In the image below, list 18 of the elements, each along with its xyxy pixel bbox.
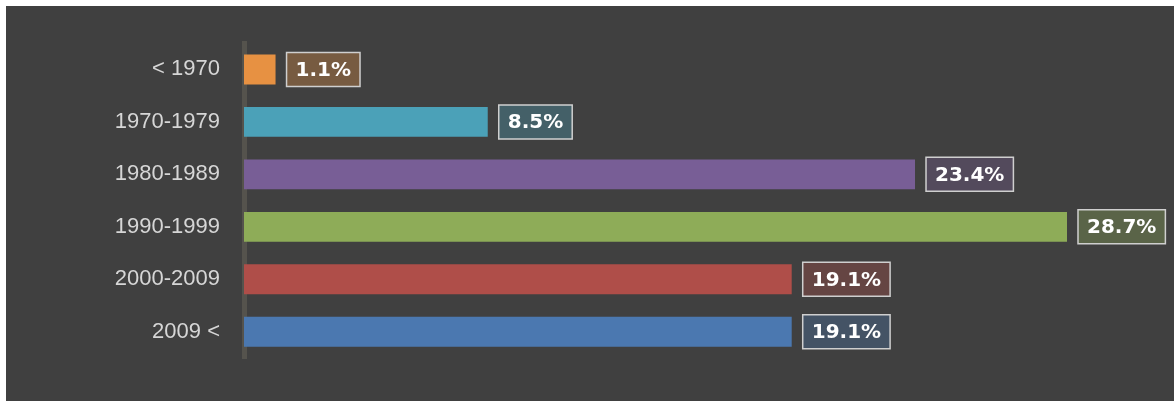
- y-tick-label: 1970-1979: [114, 107, 220, 133]
- bar: [244, 106, 488, 137]
- bar: [244, 54, 276, 85]
- y-tick-label: 2009 <: [152, 317, 220, 343]
- bar: [244, 316, 792, 347]
- data-label: 1.1%: [295, 56, 352, 81]
- data-label: 19.1%: [811, 266, 882, 291]
- y-tick-label: 1980-1989: [114, 160, 220, 186]
- data-label: 23.4%: [935, 161, 1005, 186]
- data-label: 19.1%: [811, 318, 882, 343]
- y-tick-label: 1990-1999: [114, 212, 220, 238]
- data-label: 28.7%: [1087, 214, 1157, 239]
- bar: [244, 159, 916, 190]
- bar: [244, 211, 1067, 242]
- bar: [244, 264, 792, 295]
- data-label: 8.5%: [507, 109, 564, 134]
- y-tick-label: 2000-2009: [114, 265, 220, 291]
- y-tick-label: < 1970: [152, 55, 220, 81]
